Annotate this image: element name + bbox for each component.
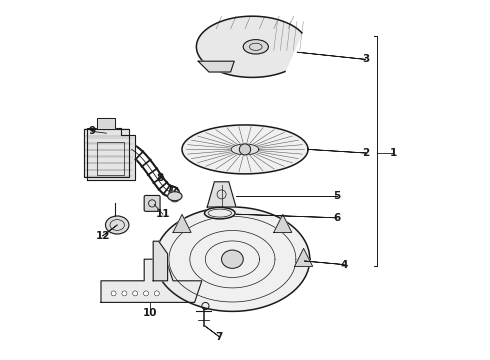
Bar bbox=[84, 129, 129, 177]
Ellipse shape bbox=[239, 144, 251, 155]
Text: 8: 8 bbox=[157, 173, 164, 183]
Bar bbox=[98, 118, 116, 129]
Polygon shape bbox=[173, 215, 191, 233]
Circle shape bbox=[133, 291, 138, 296]
Polygon shape bbox=[155, 207, 310, 311]
Ellipse shape bbox=[221, 250, 243, 268]
Text: 4: 4 bbox=[341, 260, 348, 270]
Text: 10: 10 bbox=[143, 308, 157, 318]
Text: 3: 3 bbox=[362, 54, 369, 64]
Text: 5: 5 bbox=[333, 191, 341, 201]
Ellipse shape bbox=[105, 216, 129, 234]
Polygon shape bbox=[231, 144, 259, 155]
Text: 12: 12 bbox=[96, 231, 110, 241]
Polygon shape bbox=[207, 182, 236, 207]
Polygon shape bbox=[274, 215, 292, 233]
Circle shape bbox=[144, 291, 148, 296]
Polygon shape bbox=[87, 128, 135, 180]
Text: 11: 11 bbox=[156, 209, 170, 219]
Bar bbox=[84, 129, 129, 177]
Text: 9: 9 bbox=[88, 126, 96, 136]
Ellipse shape bbox=[204, 207, 235, 219]
Circle shape bbox=[154, 291, 159, 296]
Bar bbox=[98, 142, 124, 175]
Polygon shape bbox=[198, 61, 234, 72]
Ellipse shape bbox=[243, 40, 269, 54]
Polygon shape bbox=[101, 259, 202, 302]
Text: 2: 2 bbox=[362, 148, 369, 158]
Circle shape bbox=[111, 291, 116, 296]
Polygon shape bbox=[196, 16, 302, 77]
Circle shape bbox=[122, 291, 127, 296]
Polygon shape bbox=[153, 241, 168, 281]
Text: 7: 7 bbox=[216, 332, 223, 342]
Bar bbox=[98, 118, 116, 129]
Text: 6: 6 bbox=[333, 213, 341, 223]
FancyBboxPatch shape bbox=[144, 195, 160, 211]
Ellipse shape bbox=[168, 192, 182, 201]
Text: 1: 1 bbox=[390, 148, 397, 158]
Polygon shape bbox=[182, 125, 308, 174]
Polygon shape bbox=[294, 248, 313, 266]
